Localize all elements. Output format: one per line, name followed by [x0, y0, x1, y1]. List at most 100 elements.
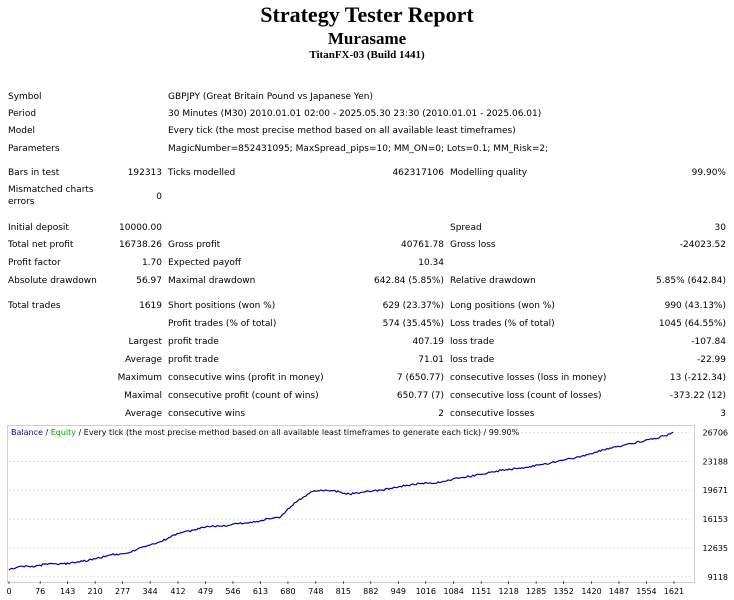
x-tick-label-20: 1352 — [553, 587, 573, 596]
y-tick-label-4: 23188 — [703, 457, 728, 466]
spread-value: 30 — [714, 223, 726, 233]
average-consecutive-wins-label: consecutive wins — [168, 409, 246, 419]
loss-trades-label: Loss trades (% of total) — [450, 319, 555, 329]
mismatch-value: 0 — [156, 192, 162, 202]
parameters-value: MagicNumber=852431095; MaxSpread_pips=10… — [168, 144, 549, 154]
x-tick-label-5: 344 — [142, 587, 157, 596]
quality-value: 99.90% — [691, 168, 726, 178]
balance-chart-frame — [7, 425, 695, 583]
initial-deposit-label: Initial deposit — [8, 223, 69, 233]
gross-loss-value: -24023.52 — [679, 240, 726, 250]
loss-trades-value: 1045 (64.55%) — [658, 319, 726, 329]
parameters-label: Parameters — [8, 144, 60, 154]
relative-drawdown-label: Relative drawdown — [450, 276, 536, 286]
absolute-drawdown-value: 56.97 — [136, 276, 162, 286]
mismatch-label: Mismatched charts errors — [8, 185, 94, 207]
short-positions-label: Short positions (won %) — [168, 301, 276, 311]
net-profit-label: Total net profit — [8, 240, 74, 250]
largest-profit-value: 407.19 — [412, 337, 445, 347]
x-tick-label-13: 882 — [363, 587, 378, 596]
x-tick-label-8: 546 — [225, 587, 240, 596]
maximal-consecutive-profit-value: 650.77 (7) — [396, 391, 444, 401]
x-tick-label-9: 613 — [253, 587, 268, 596]
largest-label: Largest — [128, 337, 162, 347]
y-tick-label-5: 26706 — [703, 429, 728, 438]
profit-trades-value: 574 (35.45%) — [382, 319, 444, 329]
x-tick-label-0: 0 — [6, 587, 11, 596]
legend-description: / Every tick (the most precise method ba… — [75, 428, 520, 437]
x-tick-label-11: 748 — [308, 587, 323, 596]
x-tick-label-3: 210 — [88, 587, 103, 596]
average-profit-value: 71.01 — [418, 355, 444, 365]
average-consecutive-losses-value: 3 — [720, 409, 726, 419]
average-label: Average — [125, 355, 162, 365]
average-consecutive-label: Average — [125, 409, 162, 419]
symbol-label: Symbol — [8, 92, 42, 102]
max-consecutive-losses-value: 13 (-212.34) — [669, 373, 726, 383]
period-label: Period — [8, 109, 37, 119]
relative-drawdown-value: 5.85% (642.84) — [656, 276, 726, 286]
max-consecutive-losses-label: consecutive losses (loss in money) — [450, 373, 607, 383]
x-tick-label-4: 277 — [115, 587, 130, 596]
symbol-value: GBPJPY (Great Britain Pound vs Japanese … — [168, 92, 373, 102]
gross-profit-label: Gross profit — [168, 240, 221, 250]
x-tick-label-10: 680 — [280, 587, 295, 596]
x-tick-label-14: 949 — [391, 587, 406, 596]
absolute-drawdown-label: Absolute drawdown — [8, 276, 97, 286]
x-tick-label-24: 1621 — [664, 587, 684, 596]
maximal-consecutive-profit-label: consecutive profit (count of wins) — [168, 391, 319, 401]
y-tick-label-2: 16153 — [703, 515, 728, 524]
maximal-consecutive-loss-value: -373.22 (12) — [669, 391, 726, 401]
bars-value: 192313 — [127, 168, 162, 178]
x-tick-label-6: 412 — [170, 587, 185, 596]
short-positions-value: 629 (23.37%) — [382, 301, 444, 311]
expert-name: Murasame — [327, 29, 407, 48]
x-tick-label-22: 1487 — [609, 587, 629, 596]
initial-deposit-value: 10000.00 — [119, 223, 162, 233]
average-loss-label: loss trade — [450, 355, 495, 365]
long-positions-label: Long positions (won %) — [450, 301, 555, 311]
x-tick-label-17: 1151 — [471, 587, 491, 596]
gross-loss-label: Gross loss — [450, 240, 496, 250]
largest-loss-value: -107.84 — [691, 337, 726, 347]
x-tick-label-23: 1554 — [636, 587, 656, 596]
x-tick-label-19: 1285 — [526, 587, 546, 596]
expected-payoff-label: Expected payoff — [168, 258, 242, 268]
ticks-label: Ticks modelled — [168, 168, 236, 178]
average-profit-label: profit trade — [168, 355, 219, 365]
expected-payoff-value: 10.34 — [418, 258, 444, 268]
x-tick-label-18: 1218 — [498, 587, 518, 596]
max-consecutive-wins-label: consecutive wins (profit in money) — [168, 373, 324, 383]
total-trades-value: 1619 — [139, 301, 162, 311]
period-value: 30 Minutes (M30) 2010.01.01 02:00 - 2025… — [168, 109, 542, 119]
legend-separator: / — [42, 428, 51, 437]
profit-trades-label: Profit trades (% of total) — [168, 319, 277, 329]
average-loss-value: -22.99 — [696, 355, 726, 365]
maximal-drawdown-label: Maximal drawdown — [168, 276, 256, 286]
largest-profit-label: profit trade — [168, 337, 219, 347]
x-tick-label-7: 479 — [198, 587, 213, 596]
net-profit-value: 16738.26 — [119, 240, 162, 250]
chart-legend: Balance / Equity / Every tick (the most … — [11, 428, 519, 437]
maximal-drawdown-value: 642.84 (5.85%) — [374, 276, 444, 286]
quality-label: Modelling quality — [450, 168, 528, 178]
legend-equity: Equity — [50, 428, 76, 437]
profit-factor-value: 1.70 — [141, 258, 162, 268]
spread-label: Spread — [450, 223, 482, 233]
average-consecutive-wins-value: 2 — [438, 409, 444, 419]
largest-loss-label: loss trade — [450, 337, 495, 347]
x-tick-label-12: 815 — [336, 587, 351, 596]
x-tick-label-2: 143 — [60, 587, 75, 596]
x-tick-label-16: 1084 — [443, 587, 463, 596]
gross-profit-value: 40761.78 — [401, 240, 444, 250]
maximal-label: Maximal — [124, 391, 162, 401]
report-title: Strategy Tester Report — [260, 2, 474, 27]
model-value: Every tick (the most precise method base… — [168, 126, 516, 136]
long-positions-value: 990 (43.13%) — [664, 301, 726, 311]
y-tick-label-3: 19671 — [703, 486, 728, 495]
average-consecutive-losses-label: consecutive losses — [450, 409, 535, 419]
y-tick-label-1: 12635 — [703, 544, 728, 553]
bars-label: Bars in test — [8, 168, 60, 178]
profit-factor-label: Profit factor — [8, 258, 61, 268]
x-tick-label-21: 1420 — [581, 587, 601, 596]
